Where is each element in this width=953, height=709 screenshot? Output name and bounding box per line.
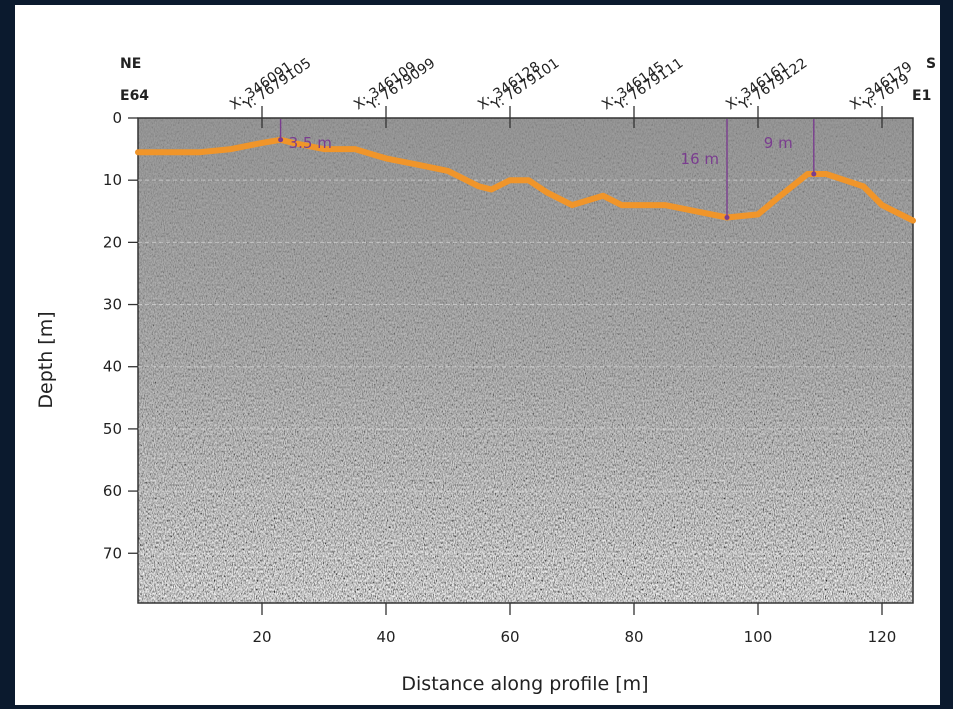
y-tick-label: 0 xyxy=(112,109,122,127)
side-label: E64 xyxy=(120,88,149,104)
annotation-label: 3.5 m xyxy=(289,134,332,152)
x-tick-label: 20 xyxy=(252,628,271,646)
x-tick-label: 60 xyxy=(500,628,519,646)
annotation-tip xyxy=(724,214,730,220)
radargram xyxy=(137,117,914,604)
x-tick-label: 80 xyxy=(624,628,643,646)
annotation-tip xyxy=(278,137,284,143)
y-axis-label: Depth [m] xyxy=(35,311,57,408)
y-tick-label: 70 xyxy=(103,544,122,562)
radargram-shade xyxy=(138,118,913,603)
side-label: S xyxy=(926,56,936,72)
surface-line xyxy=(135,136,916,224)
annotation-label: 9 m xyxy=(764,134,793,152)
annotation-tip xyxy=(811,171,817,177)
y-tick-label: 40 xyxy=(103,358,122,376)
x-tick-label: 40 xyxy=(376,628,395,646)
annotation-label: 16 m xyxy=(681,150,719,168)
x-axis-label: Distance along profile [m] xyxy=(401,673,648,695)
side-label: E1 xyxy=(912,88,931,104)
plot-frame xyxy=(137,117,914,604)
y-tick-label: 20 xyxy=(103,233,122,251)
y-tick-label: 50 xyxy=(103,420,122,438)
y-tick-label: 30 xyxy=(103,296,122,314)
x-tick-label: 120 xyxy=(868,628,897,646)
y-tick-label: 60 xyxy=(103,482,122,500)
y-tick-label: 10 xyxy=(103,171,122,189)
side-label: NE xyxy=(120,56,141,72)
x-tick-label: 100 xyxy=(744,628,773,646)
